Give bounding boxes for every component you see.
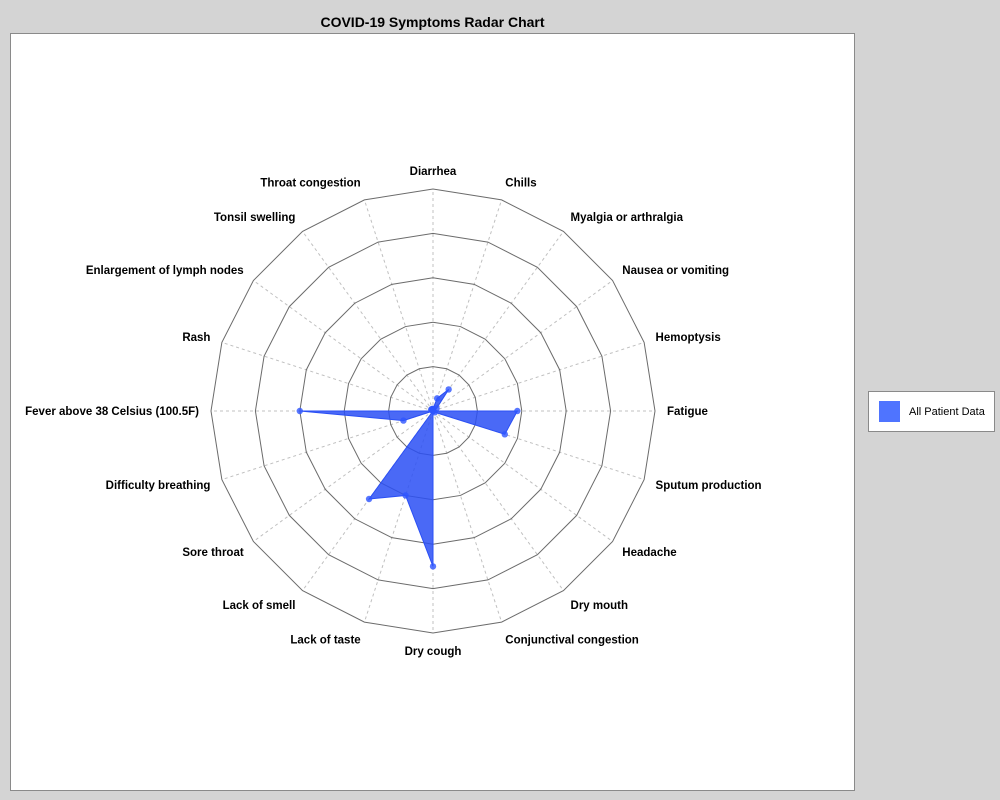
radar-spoke: [432, 341, 645, 412]
data-point: [296, 407, 303, 415]
category-label: Fatigue: [667, 406, 708, 418]
plot-area: Fatigue Hemoptysis Nausea or vomiting Myalg…: [10, 33, 855, 791]
data-point: [433, 395, 441, 402]
radar-spoke: [221, 410, 434, 481]
data-point: [445, 386, 452, 393]
radar-spoke: [221, 341, 434, 412]
category-label: Headache: [622, 547, 676, 559]
data-point: [429, 563, 437, 570]
category-label: Dry mouth: [571, 600, 629, 612]
radar-ring: [210, 188, 656, 634]
data-point: [402, 492, 409, 499]
category-label: Enlargement of lymph nodes: [86, 265, 244, 277]
category-label: Lack of taste: [290, 634, 360, 646]
category-label: Dry cough: [405, 646, 462, 658]
legend-label: All Patient Data: [909, 405, 985, 418]
data-point: [400, 417, 407, 424]
category-label: Fever above 38 Celsius (100.5F): [25, 406, 199, 418]
category-label: Rash: [182, 332, 210, 344]
category-label: Difficulty breathing: [106, 480, 211, 492]
category-label: Tonsil swelling: [214, 212, 296, 224]
radar-spoke: [363, 199, 434, 412]
legend: All Patient Data: [868, 391, 995, 432]
radar-spoke: [432, 410, 503, 623]
radar-spoke: [432, 410, 613, 542]
category-label: Sputum production: [656, 480, 762, 492]
radar-spoke: [432, 199, 503, 412]
category-label: Throat congestion: [260, 178, 360, 190]
category-label: Diarrhea: [410, 166, 457, 178]
data-point: [501, 431, 508, 438]
data-point: [365, 495, 373, 503]
legend-swatch: [879, 401, 900, 422]
radar-chart: Fatigue Hemoptysis Nausea or vomiting Myalg…: [25, 166, 762, 658]
radar-ring: [254, 232, 612, 590]
category-label: Nausea or vomiting: [622, 265, 729, 277]
radar-spoke: [253, 410, 434, 542]
radar-spoke: [432, 231, 564, 412]
data-point: [431, 409, 438, 416]
category-label: Myalgia or arthralgia: [571, 212, 684, 224]
radar-spoke: [253, 280, 434, 412]
category-label: Lack of smell: [223, 600, 296, 612]
chart-title: COVID-19 Symptoms Radar Chart: [320, 14, 545, 30]
radar-spoke: [432, 410, 564, 591]
data-point: [514, 407, 521, 415]
radar-spoke: [302, 231, 434, 412]
category-label: Conjunctival congestion: [505, 634, 639, 646]
category-label: Chills: [505, 178, 536, 190]
radar-spoke: [432, 280, 613, 412]
category-label: Hemoptysis: [656, 332, 721, 344]
category-label: Sore throat: [182, 547, 244, 559]
